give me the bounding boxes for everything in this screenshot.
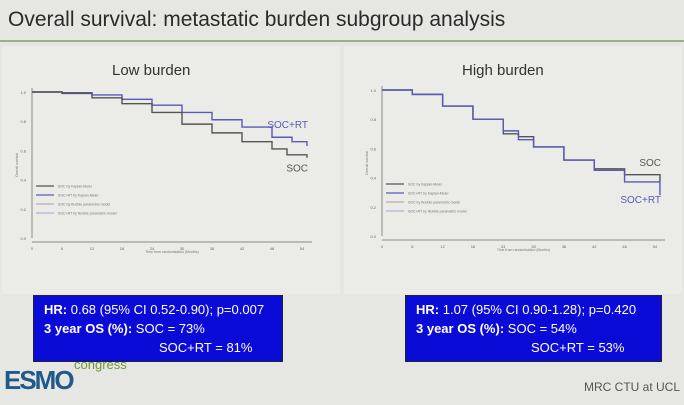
esmo-logo: ESMO congress	[4, 357, 127, 395]
series-label: SOC	[639, 158, 661, 169]
x-tick-label: 42	[592, 244, 597, 249]
x-tick-label: 48	[270, 246, 275, 251]
low-burden-panel	[2, 46, 340, 294]
y-tick-label: 0.0	[20, 236, 26, 241]
y-tick-label: 0.8	[20, 119, 26, 124]
y-tick-label: 0.0	[370, 234, 376, 239]
y-tick-label: 0.2	[370, 205, 376, 210]
x-tick-label: 54	[300, 246, 305, 251]
x-axis-label: Time from randomisation (Months)	[145, 250, 198, 254]
low-burden-stats-box: HR: 0.68 (95% CI 0.52-0.90); p=0.007 3 y…	[33, 295, 283, 362]
y-tick-label: 1.0	[20, 90, 26, 95]
y-tick-label: 0.4	[370, 176, 376, 181]
hr-value: 1.07 (95% CI 0.90-1.28); p=0.420	[442, 302, 637, 317]
legend-entry: SOC+RT by flexible parametric model	[408, 210, 467, 214]
legend-entry: SOC+RT by Kaplan-Meier	[408, 192, 449, 196]
hr-label: HR:	[44, 302, 68, 317]
legend-entry: SOC by Kaplan-Meier	[58, 185, 93, 189]
x-tick-label: 42	[240, 246, 245, 251]
os-socrt: SOC+RT = 81%	[159, 340, 253, 355]
x-tick-label: 36	[210, 246, 215, 251]
x-tick-label: 0	[381, 244, 384, 249]
y-tick-label: 0.6	[20, 148, 26, 153]
slide-title: Overall survival: metastatic burden subg…	[8, 8, 506, 31]
y-tick-label: 0.4	[20, 178, 26, 183]
km-curve-soc	[32, 91, 308, 158]
x-tick-label: 18	[471, 244, 476, 249]
os-label: 3 year OS (%):	[44, 321, 133, 336]
series-label: SOC	[286, 164, 308, 175]
high-burden-stats-box: HR: 1.07 (95% CI 0.90-1.28); p=0.420 3 y…	[405, 295, 662, 362]
title-divider	[0, 40, 684, 42]
legend-entry: SOC by flexible parametric model	[58, 203, 110, 207]
x-tick-label: 12	[440, 244, 445, 249]
os-soc: SOC = 73%	[135, 321, 205, 336]
hr-value: 0.68 (95% CI 0.52-0.90); p=0.007	[70, 302, 265, 317]
high-burden-title: High burden	[462, 62, 544, 79]
legend-entry: SOC+RT by Kaplan-Meier	[58, 194, 99, 198]
low-burden-title: Low burden	[112, 62, 191, 79]
credit-text: MRC CTU at UCL	[583, 380, 680, 394]
x-tick-label: 30	[180, 246, 185, 251]
legend-entry: SOC by flexible parametric model	[408, 201, 460, 205]
legend-entry: SOC by Kaplan-Meier	[408, 183, 443, 187]
hr-label: HR:	[416, 302, 440, 317]
x-tick-label: 30	[531, 244, 536, 249]
y-tick-label: 0.2	[20, 207, 26, 212]
x-tick-label: 12	[90, 246, 95, 251]
x-axis-label: Time from randomisation (Months)	[497, 248, 550, 252]
x-tick-label: 24	[150, 246, 155, 251]
x-tick-label: 6	[411, 244, 414, 249]
y-axis-label: Overall survival	[365, 151, 369, 175]
os-soc: SOC = 54%	[507, 321, 577, 336]
y-tick-label: 0.8	[370, 117, 376, 122]
high-burden-panel	[344, 46, 682, 294]
x-tick-label: 36	[562, 244, 567, 249]
y-tick-label: 0.6	[370, 146, 376, 151]
x-tick-label: 6	[61, 246, 64, 251]
x-tick-label: 48	[622, 244, 627, 249]
x-tick-label: 54	[653, 244, 658, 249]
km-curve-soc	[382, 89, 661, 182]
y-tick-label: 1.0	[370, 88, 376, 93]
os-socrt: SOC+RT = 53%	[531, 340, 625, 355]
os-label: 3 year OS (%):	[416, 321, 505, 336]
x-tick-label: 0	[31, 246, 34, 251]
y-axis-label: Overall survival	[15, 153, 19, 177]
x-tick-label: 18	[120, 246, 125, 251]
x-tick-label: 24	[501, 244, 506, 249]
km-curve-soc-rt	[32, 91, 308, 147]
km-curve-soc-rt	[382, 89, 661, 196]
legend-entry: SOC+RT by flexible parametric model	[58, 212, 117, 216]
series-label: SOC+RT	[267, 120, 308, 131]
series-label: SOC+RT	[620, 195, 661, 206]
